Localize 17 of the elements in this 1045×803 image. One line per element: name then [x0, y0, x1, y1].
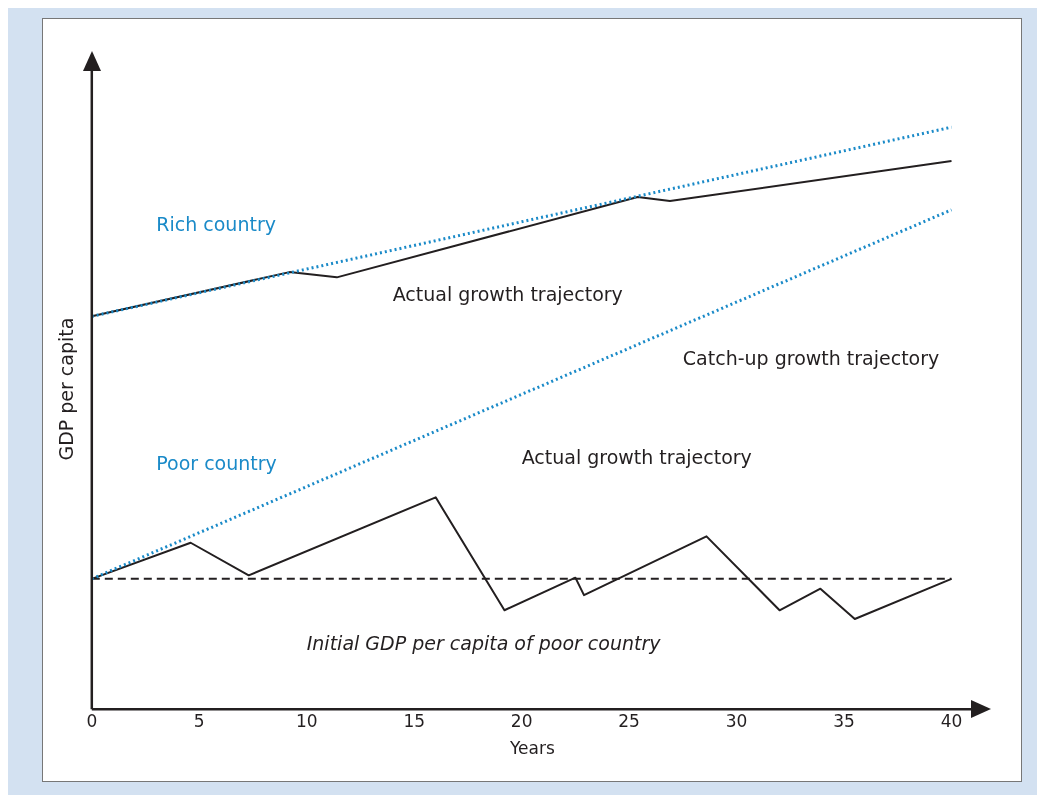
x-tick-label: 30	[725, 710, 748, 731]
annotation: Actual growth trajectory	[521, 445, 752, 468]
annotation: Initial GDP per capita of poor country	[306, 632, 662, 655]
annotation: Poor country	[156, 451, 277, 474]
x-tick-label: 40	[940, 710, 963, 731]
x-tick-label: 20	[510, 710, 533, 731]
x-tick-label: 35	[833, 710, 855, 731]
annotation: Catch-up growth trajectory	[682, 346, 940, 369]
x-tick-label: 15	[403, 710, 426, 731]
y-axis-title: GDP per capita	[55, 317, 78, 461]
x-tick-label: 25	[618, 710, 640, 731]
x-tick-label: 5	[193, 710, 205, 731]
annotation: Rich country	[156, 213, 276, 236]
x-tick-label: 10	[295, 710, 318, 731]
annotation: Actual growth trajectory	[392, 282, 623, 305]
x-tick-label: 0	[86, 710, 98, 731]
x-axis-title: Years	[508, 738, 555, 759]
